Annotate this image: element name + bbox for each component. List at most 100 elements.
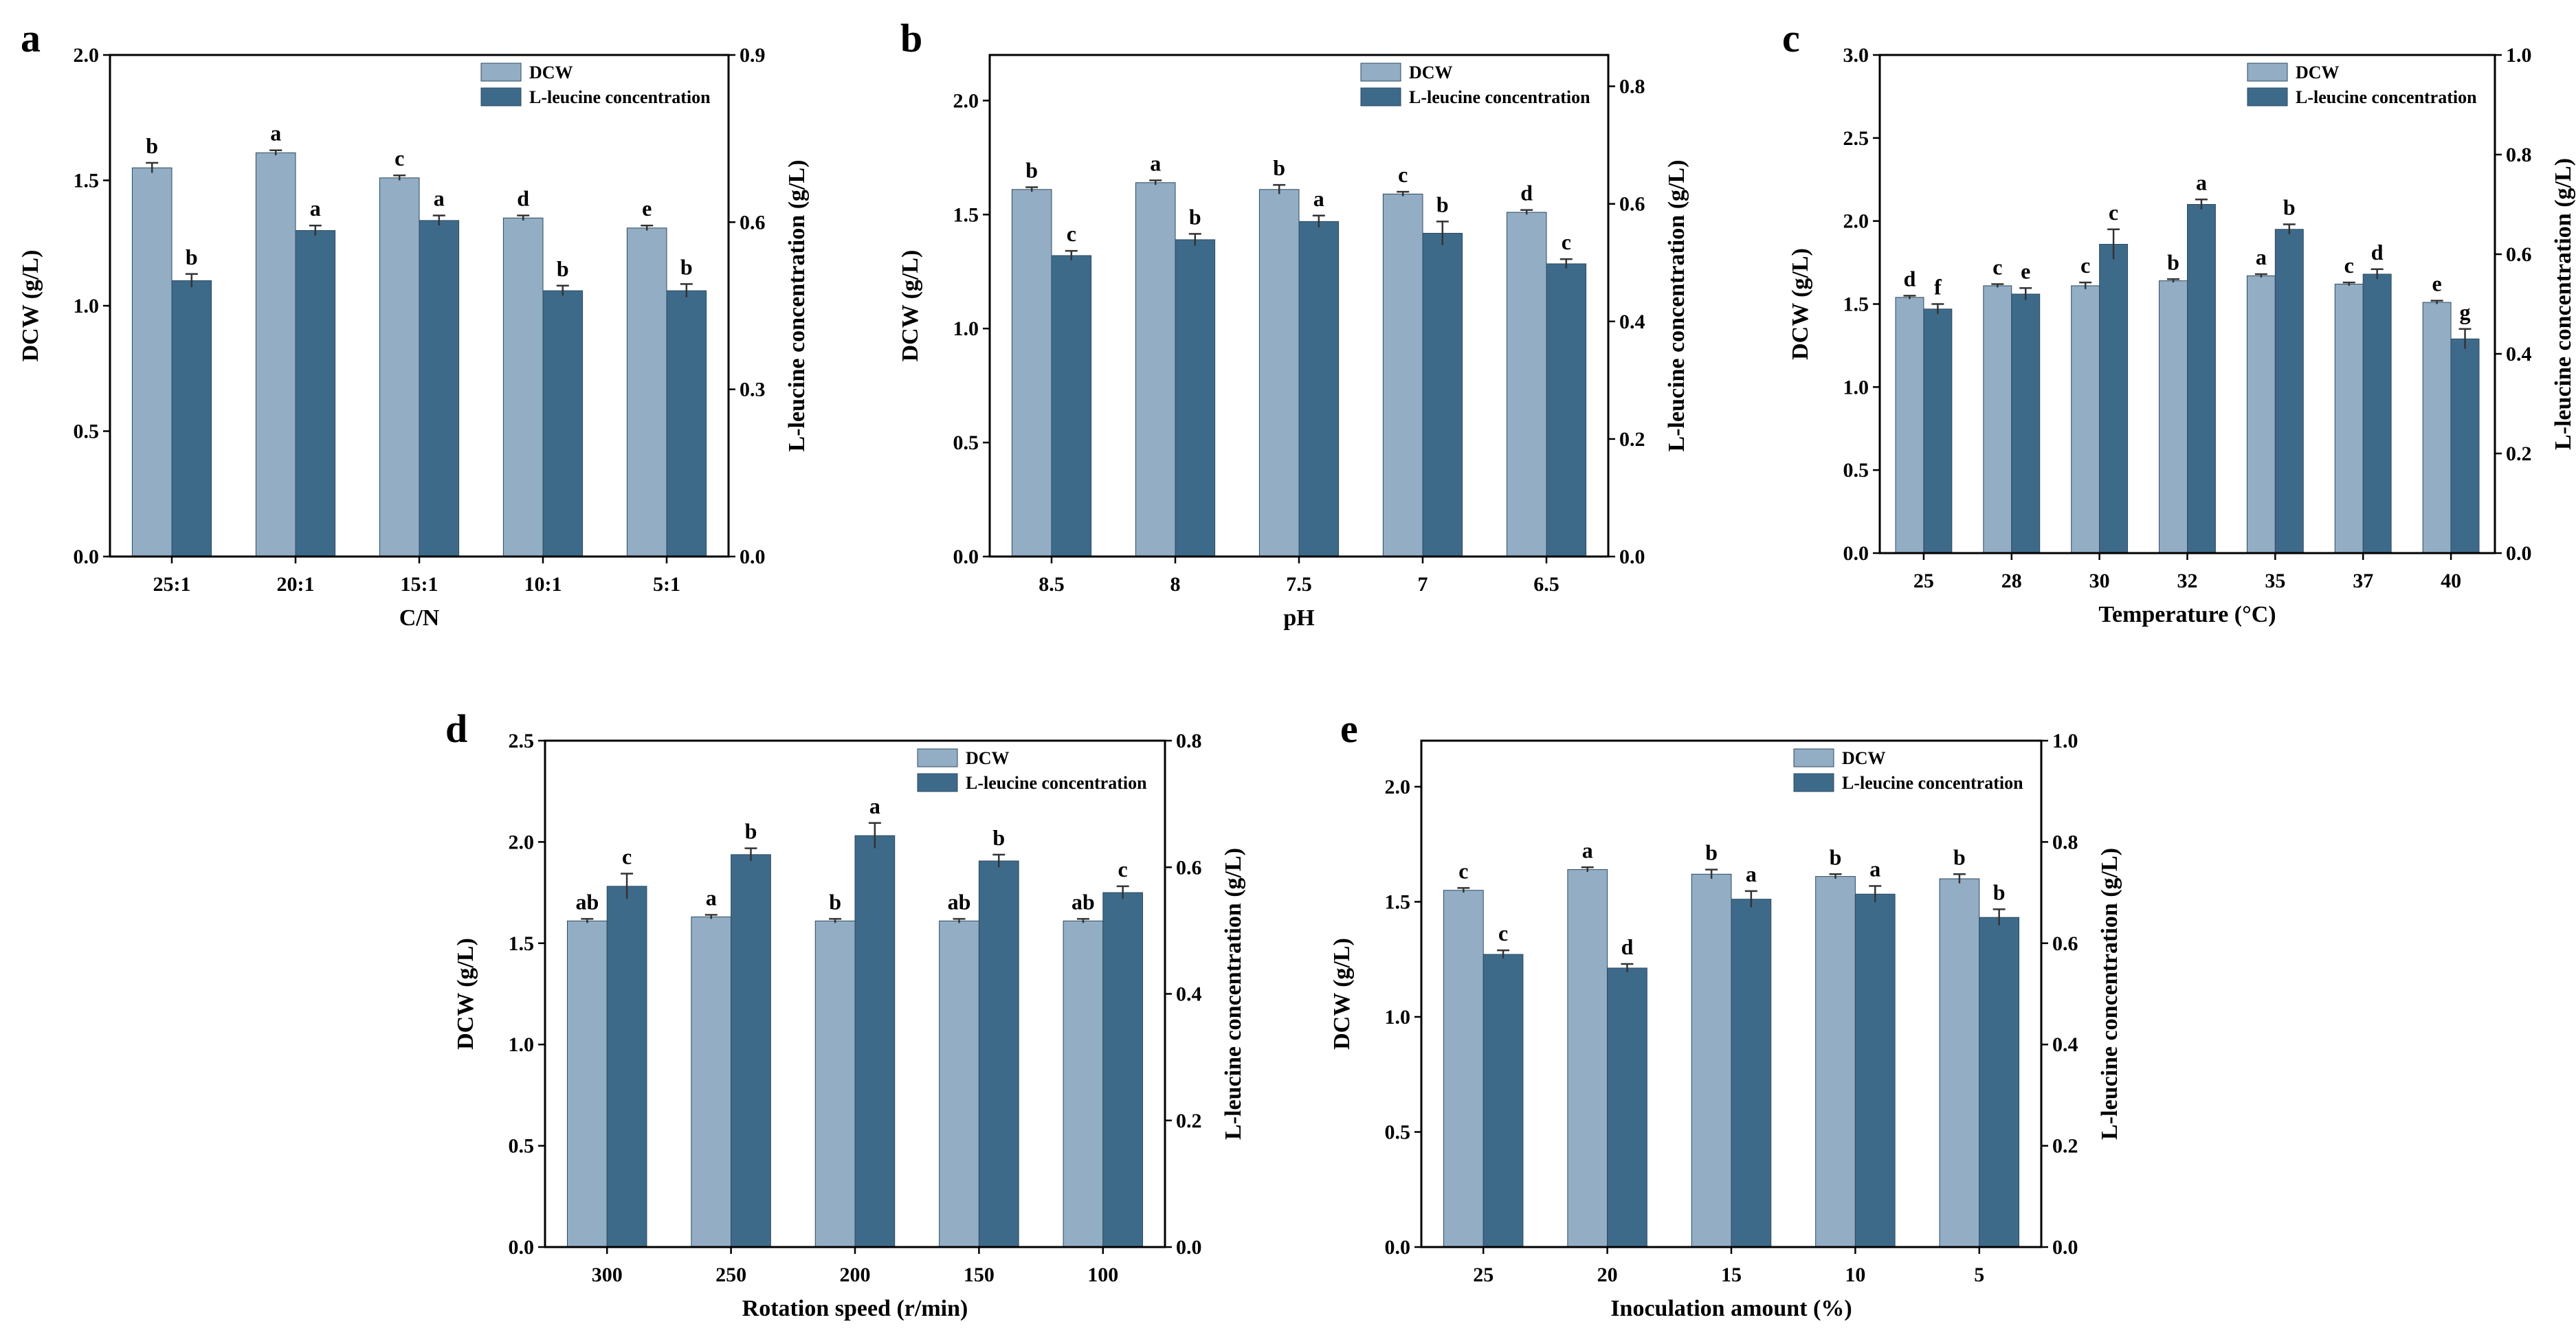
leu-bar	[978, 860, 1019, 1248]
y2-tick-label: 0.4	[2506, 343, 2532, 366]
y2-tick-label: 0.6	[2052, 932, 2078, 955]
dcw-significance-letter: c	[2344, 253, 2354, 278]
dcw-bar	[1815, 876, 1856, 1248]
leu-significance-letter: b	[992, 825, 1005, 850]
dcw-significance-letter: d	[1904, 266, 1916, 291]
leu-significance-letter: f	[1934, 275, 1942, 300]
dcw-significance-letter: a	[270, 121, 281, 146]
dcw-significance-letter: c	[395, 146, 404, 170]
dcw-bar	[1382, 193, 1423, 557]
leu-bar	[295, 230, 336, 557]
dcw-bar	[131, 167, 173, 557]
leu-bar	[731, 854, 771, 1248]
legend-swatch-leu	[480, 87, 522, 106]
y2-tick-label: 0.9	[740, 44, 766, 67]
legend-swatch-leu	[917, 773, 958, 792]
dcw-bar	[502, 217, 544, 557]
legend-swatch-leu	[1793, 773, 1834, 792]
y2-tick-label: 0.4	[1176, 983, 1202, 1006]
y-axis-title: DCW (g/L)	[18, 250, 43, 362]
x-axis-title: Temperature (°C)	[2098, 602, 2276, 627]
leu-bar	[1731, 899, 1772, 1248]
x-tick-label: 5:1	[653, 573, 680, 596]
x-tick-label: 15:1	[401, 573, 438, 596]
y-axis-title: DCW (g/L)	[1329, 938, 1355, 1050]
x-tick-label: 25	[1473, 1264, 1494, 1286]
x-tick-label: 5	[1974, 1264, 1984, 1286]
dcw-bar	[1135, 182, 1176, 557]
dcw-bar	[255, 152, 296, 557]
legend-label-dcw: DCW	[1842, 748, 1886, 768]
y2-tick-label: 0.0	[2506, 542, 2532, 565]
x-tick-label: 250	[715, 1264, 746, 1286]
panel-letter: c	[1782, 16, 1800, 60]
legend-swatch-dcw	[2247, 63, 2288, 82]
x-tick-label: 8	[1170, 573, 1181, 596]
dcw-bar	[814, 920, 856, 1248]
x-tick-label: 40	[2441, 570, 2461, 592]
y-tick-label: 1.0	[74, 295, 100, 317]
dcw-bar	[1443, 890, 1484, 1248]
leu-bar	[1102, 892, 1144, 1248]
y2-tick-label: 0.0	[2052, 1236, 2078, 1259]
y2-axis-title: L-leucine concentration (g/L)	[1221, 848, 1246, 1140]
y2-tick-label: 0.2	[2052, 1135, 2078, 1158]
x-tick-label: 25	[1913, 570, 1934, 592]
dcw-significance-letter: c	[1458, 858, 1468, 883]
y-tick-label: 1.0	[509, 1033, 535, 1056]
panel-b: b b c 8.5 a b 8 b a 7.5 c b 7 d c 6.5 0.0 0.5 1.0 1.5 2.0 0.0…	[898, 16, 1689, 631]
leu-significance-letter: d	[2371, 240, 2384, 265]
x-tick-label: 25:1	[153, 573, 191, 596]
x-tick-label: 8.5	[1039, 573, 1065, 596]
y2-tick-label: 0.8	[2052, 831, 2078, 853]
x-tick-label: 7	[1418, 573, 1428, 596]
dcw-bar	[1691, 873, 1732, 1248]
y-tick-label: 0.0	[1385, 1236, 1411, 1259]
y2-tick-label: 0.6	[1619, 193, 1645, 216]
leu-bar	[1175, 239, 1216, 557]
dcw-significance-letter: a	[706, 886, 717, 910]
leu-bar	[1051, 255, 1092, 557]
leu-significance-letter: c	[1562, 229, 1571, 254]
y-tick-label: 1.0	[953, 317, 979, 340]
y2-tick-label: 0.2	[2506, 442, 2532, 465]
x-axis-title: Rotation speed (r/min)	[742, 1296, 968, 1321]
legend-swatch-dcw	[1360, 63, 1401, 82]
dcw-significance-letter: a	[1582, 838, 1593, 862]
y2-axis-title: L-leucine concentration (g/L)	[2097, 848, 2122, 1140]
dcw-significance-letter: b	[1273, 155, 1285, 180]
y2-tick-label: 0.8	[1619, 76, 1645, 98]
y2-tick-label: 0.0	[1619, 546, 1645, 568]
leu-bar	[1979, 917, 2020, 1248]
dcw-bar	[1258, 189, 1300, 557]
y-tick-label: 0.5	[74, 420, 100, 443]
legend-label-leu: L-leucine concentration	[966, 773, 1147, 793]
panel-letter: e	[1340, 706, 1358, 751]
leu-bar	[1923, 308, 1953, 554]
leu-significance-letter: a	[434, 186, 445, 211]
dcw-significance-letter: ab	[575, 889, 599, 914]
dcw-significance-letter: b	[1953, 844, 1966, 869]
legend-label-leu: L-leucine concentration	[529, 87, 711, 107]
y2-tick-label: 0.6	[1176, 856, 1202, 879]
y2-tick-label: 0.0	[740, 546, 766, 568]
leu-significance-letter: b	[2283, 195, 2296, 220]
leu-bar	[2011, 293, 2041, 554]
legend-label-dcw: DCW	[966, 748, 1010, 768]
leu-bar	[2450, 338, 2480, 554]
leu-bar	[2099, 244, 2129, 554]
dcw-significance-letter: ab	[1072, 889, 1095, 914]
dcw-significance-letter: a	[2256, 245, 2267, 269]
leu-significance-letter: b	[745, 819, 757, 844]
dcw-significance-letter: e	[2432, 271, 2442, 296]
legend-label-leu: L-leucine concentration	[2296, 87, 2477, 107]
leu-bar	[2362, 273, 2392, 554]
leu-significance-letter: b	[1436, 192, 1449, 216]
leu-bar	[1298, 221, 1340, 557]
dcw-significance-letter: b	[2167, 249, 2179, 274]
leu-bar	[171, 280, 212, 557]
y2-axis-title: L-leucine concentration (g/L)	[784, 160, 810, 452]
y2-tick-label: 0.4	[2052, 1033, 2078, 1056]
leu-significance-letter: a	[869, 794, 880, 818]
